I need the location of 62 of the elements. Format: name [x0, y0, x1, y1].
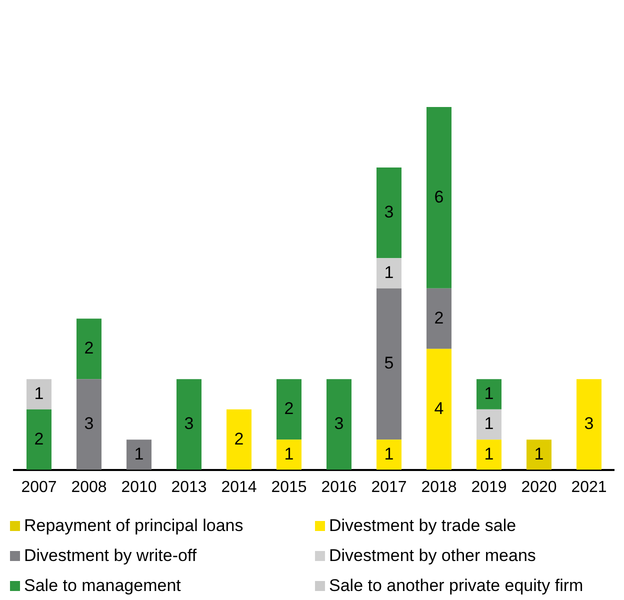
bar — [576, 379, 602, 470]
legend-label: Sale to another private equity firm — [329, 576, 584, 596]
bar — [326, 379, 352, 470]
x-tick-label: 2014 — [221, 478, 257, 496]
legend-label: Divestment by write-off — [24, 546, 197, 566]
legend-label: Sale to management — [24, 576, 181, 596]
data-label: 1 — [484, 444, 494, 464]
x-tick-label: 2016 — [321, 478, 357, 496]
data-label: 1 — [284, 444, 294, 464]
bar — [376, 288, 402, 440]
data-label: 4 — [434, 399, 444, 418]
x-tick-label: 2017 — [371, 478, 407, 496]
legend-label: Divestment by other means — [329, 546, 536, 566]
legend-label: Repayment of principal loans — [24, 516, 244, 536]
data-label: 1 — [484, 384, 494, 403]
x-tick-label: 2020 — [521, 478, 557, 496]
data-label: 1 — [484, 414, 494, 434]
bar — [426, 107, 452, 288]
bar — [476, 379, 502, 410]
x-tick-label: 2019 — [471, 478, 507, 496]
x-tick-label: 2008 — [71, 478, 107, 496]
data-label: 1 — [384, 444, 394, 464]
data-label: 2 — [284, 399, 294, 418]
data-label: 1 — [34, 384, 44, 403]
bar — [176, 379, 202, 470]
bar — [26, 379, 52, 410]
bar — [476, 409, 502, 440]
bar — [126, 440, 152, 470]
data-label: 3 — [584, 414, 594, 434]
data-label: 2 — [84, 338, 94, 358]
data-label: 3 — [334, 414, 344, 434]
x-tick-label: 2010 — [121, 478, 157, 496]
bar — [426, 348, 452, 470]
bar — [376, 167, 402, 258]
data-label: 3 — [384, 202, 394, 222]
x-tick-label: 2015 — [271, 478, 307, 496]
data-label: 5 — [384, 354, 394, 373]
data-label: 2 — [434, 308, 444, 328]
bar — [426, 288, 452, 349]
bar — [76, 318, 102, 380]
x-tick-label: 2013 — [171, 478, 207, 496]
bar — [376, 440, 402, 470]
data-label: 2 — [234, 429, 244, 448]
data-label: 3 — [184, 414, 194, 434]
bar — [26, 409, 52, 470]
bar — [376, 258, 402, 288]
bar — [226, 409, 252, 470]
data-label: 1 — [534, 444, 544, 464]
bar — [276, 440, 302, 470]
legend-label: Divestment by trade sale — [329, 516, 516, 536]
bar — [526, 440, 552, 470]
bar — [476, 440, 502, 470]
data-label: 1 — [134, 444, 144, 464]
data-label: 2 — [34, 429, 44, 448]
data-label: 1 — [384, 262, 394, 282]
x-tick-label: 2021 — [571, 478, 607, 496]
data-label: 6 — [434, 187, 444, 206]
data-label: 3 — [84, 414, 94, 434]
x-tick-label: 2007 — [21, 478, 57, 496]
bar — [276, 379, 302, 440]
x-tick-label: 2018 — [421, 478, 457, 496]
bar — [76, 379, 102, 470]
